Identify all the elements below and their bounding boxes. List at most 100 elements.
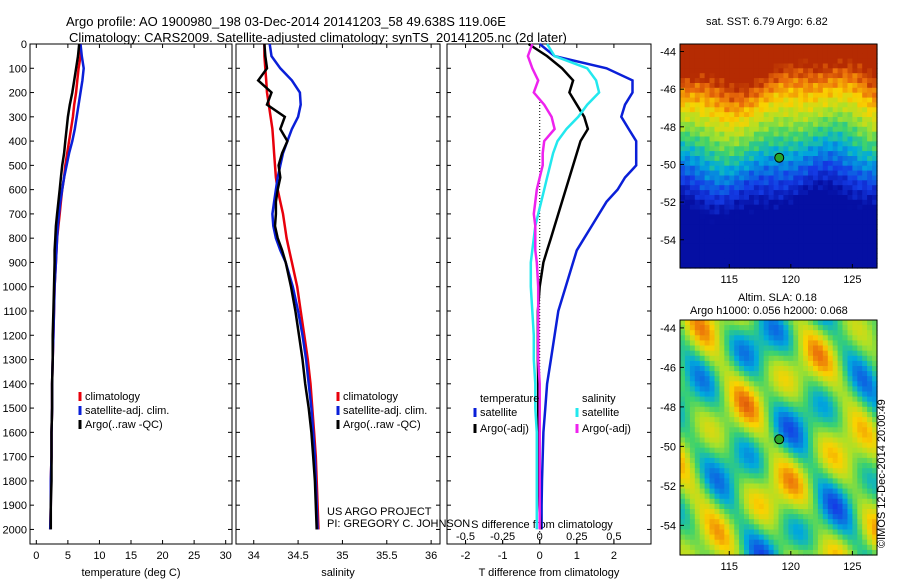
sla_map-cell	[813, 412, 819, 418]
sst_map-cell	[783, 160, 789, 167]
sla_map-cell	[813, 509, 819, 515]
sst_map-cell	[862, 78, 868, 84]
sst_map-cell	[872, 83, 878, 89]
sst_map-cell	[803, 151, 809, 157]
sst_map-xtick-label: 125	[843, 274, 861, 286]
sst_map-cell	[758, 112, 765, 118]
sst_map-cell	[857, 151, 863, 157]
sla_map-cell	[793, 488, 799, 495]
sla_map-cell	[734, 534, 740, 541]
sst_map-cell	[763, 112, 770, 118]
sla_map-cell	[684, 340, 691, 347]
sst_map-cell	[714, 185, 720, 191]
sla_map-cell	[739, 519, 745, 525]
sla_map-cell	[749, 452, 755, 459]
sla_map-cell	[837, 457, 844, 464]
sst_map-cell	[827, 229, 834, 235]
sst_map-cell	[773, 185, 780, 191]
sst_map-cell	[857, 175, 863, 181]
sst_map-cell	[684, 263, 691, 269]
sst_map-cell	[749, 195, 755, 201]
sst_map-cell	[773, 146, 780, 152]
sla_map-cell	[778, 376, 784, 382]
sst_map-cell	[803, 121, 809, 128]
sst_map-cell	[768, 233, 775, 240]
sla_map-cell	[842, 371, 848, 377]
sst-map-title: sat. SST: 6.79 Argo: 6.82	[706, 16, 828, 28]
sla_map-cell	[684, 320, 691, 326]
sst_map-cell	[857, 126, 863, 133]
sla_map-cell	[808, 360, 814, 367]
sst_map-cell	[734, 219, 740, 225]
sst_map-cell	[817, 136, 824, 142]
sst_map-cell	[714, 58, 720, 65]
sst_map-cell	[768, 78, 775, 84]
sla_map-cell	[852, 335, 858, 341]
sla_map-cell	[724, 478, 730, 485]
sst_map-cell	[842, 224, 848, 230]
sla_map-cell	[817, 350, 824, 357]
sla_map-cell	[813, 544, 819, 551]
sst_map-cell	[822, 126, 829, 133]
depth-tick-label: 1500	[3, 403, 27, 415]
sst_map-cell	[724, 126, 730, 133]
sla_map-cell	[862, 463, 868, 469]
sst_map-cell	[744, 97, 750, 104]
depth-tick-label: 1900	[3, 500, 27, 512]
sst_map-cell	[729, 195, 735, 201]
sla_map-cell	[753, 493, 760, 500]
sst_map-cell	[689, 214, 696, 220]
sst_map-cell	[872, 73, 878, 79]
sst_map-cell	[837, 160, 844, 167]
sst_map-cell	[684, 214, 691, 220]
sla_map-cell	[852, 417, 858, 423]
sst_map-cell	[817, 175, 824, 181]
sla_map-cell	[744, 442, 750, 449]
sla_map-cell	[803, 320, 809, 326]
sst_map-cell	[753, 263, 760, 269]
sla_map-cell	[684, 335, 691, 341]
sla_map-cell	[793, 544, 799, 551]
sla_map-cell	[704, 371, 711, 377]
sla_map-cell	[808, 483, 814, 490]
sst_map-cell	[758, 248, 765, 254]
sla_map-cell	[744, 386, 750, 393]
sla_map-cell	[847, 437, 853, 444]
sst_map-cell	[689, 224, 696, 230]
sla_map-cell	[704, 529, 711, 536]
sst_map-cell	[803, 170, 809, 177]
sla_map-cell	[827, 549, 834, 556]
sst_map-cell	[783, 190, 789, 196]
sla_map-cell	[734, 483, 740, 490]
sla_map-cell	[783, 427, 789, 433]
sst_map-cell	[852, 121, 858, 128]
sst_map-cell	[749, 58, 755, 65]
sla_map-cell	[827, 463, 834, 469]
sst_map-cell	[734, 209, 740, 216]
sst_map-cell	[734, 58, 740, 65]
sst_map-cell	[709, 121, 715, 128]
sst_map-cell	[724, 209, 730, 216]
sst_map-cell	[778, 180, 784, 186]
sst_map-cell	[739, 170, 745, 177]
sla_map-cell	[744, 437, 750, 444]
sst_map-cell	[813, 204, 819, 211]
sst_map-cell	[817, 53, 824, 60]
sla_map-cell	[704, 503, 711, 510]
sst_map-cell	[827, 53, 834, 60]
sla_map-cell	[744, 360, 750, 367]
sla_map-cell	[832, 498, 839, 505]
sst_map-cell	[793, 219, 799, 225]
sla_map-cell	[832, 437, 839, 444]
sst_map-cell	[793, 160, 799, 167]
sst_map-cell	[719, 141, 725, 147]
sla_map-cell	[704, 391, 711, 398]
sst_map-cell	[709, 170, 715, 177]
sst_map-cell	[822, 102, 829, 108]
sla_map-cell	[749, 432, 755, 439]
sla_map-cell	[689, 391, 696, 398]
sla_map-cell	[778, 366, 784, 372]
sla_map-cell	[758, 376, 765, 382]
sst_map-cell	[734, 165, 740, 172]
sla_map-cell	[729, 401, 735, 408]
